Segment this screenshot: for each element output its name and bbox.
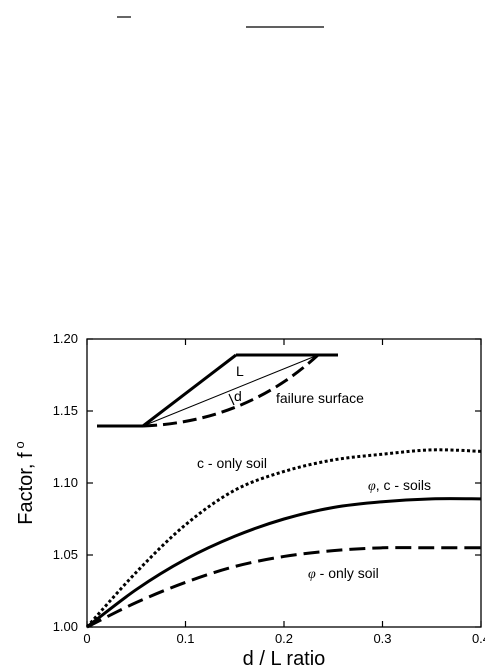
y-tick-label: 1.15 xyxy=(53,403,78,418)
x-tick-label: 0.4 xyxy=(472,631,485,646)
inset-label-failure: failure surface xyxy=(276,390,364,406)
y-axis-ticks: 1.00 1.05 1.10 1.15 1.20 xyxy=(53,331,481,634)
x-tick-label: 0.3 xyxy=(373,631,391,646)
y-axis-title-main: Factor, f xyxy=(15,452,37,525)
inset-d-marker xyxy=(228,393,235,406)
phi-only-text: - only soil xyxy=(316,565,379,581)
x-axis-title: d / L ratio xyxy=(243,648,326,669)
label-phi-only-soil: φ - only soil xyxy=(308,565,379,582)
inset-label-d: d xyxy=(234,388,242,404)
y-tick-label: 1.00 xyxy=(53,619,78,634)
series-line-3 xyxy=(86,546,481,629)
label-c-only-soil: c - only soil xyxy=(197,455,267,471)
slope-inset: L d failure surface xyxy=(97,353,364,428)
series-line-2 xyxy=(86,497,482,629)
inset-slope-incline xyxy=(142,353,237,428)
x-tick-label: 0.1 xyxy=(176,631,194,646)
series-line-1 xyxy=(85,448,482,629)
y-tick-label: 1.05 xyxy=(53,547,78,562)
phi-c-text: , c - soils xyxy=(376,477,431,493)
inset-label-L: L xyxy=(236,363,244,379)
inset-failure-surface xyxy=(142,353,320,428)
x-tick-label: 0.2 xyxy=(275,631,293,646)
inset-chord-L xyxy=(142,354,319,427)
x-axis-ticks: 0 0.1 0.2 0.3 0.4 xyxy=(83,339,485,646)
phi-symbol: φ xyxy=(368,479,376,494)
y-tick-label: 1.10 xyxy=(53,475,78,490)
x-tick-label: 0 xyxy=(83,631,90,646)
y-axis-title: Factor, f o xyxy=(12,441,37,524)
y-tick-label: 1.20 xyxy=(53,331,78,346)
phi-symbol-2: φ xyxy=(308,567,316,582)
y-axis-title-sub: o xyxy=(12,441,27,448)
label-phi-c-soils: φ, c - soils xyxy=(368,477,431,494)
series-lines xyxy=(85,448,482,629)
